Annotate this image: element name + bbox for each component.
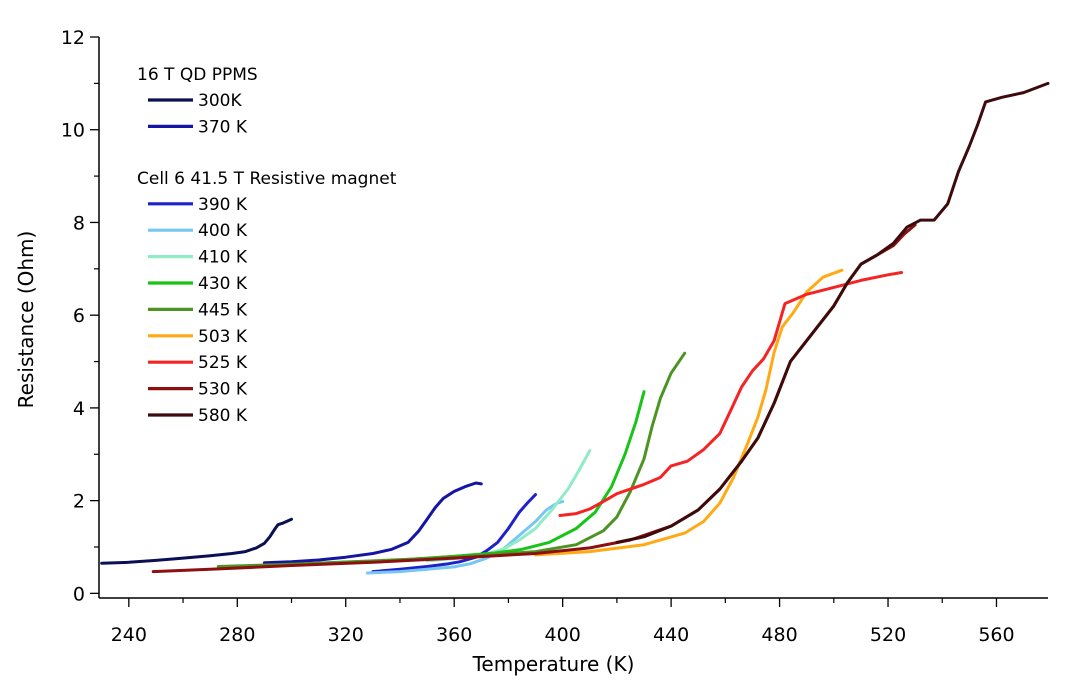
legend-label: 503 K [198, 327, 248, 347]
y-tick-label: 0 [73, 583, 85, 605]
y-tick-label: 4 [73, 398, 85, 420]
legend-label: 300K [198, 91, 242, 111]
legend-label: 430 K [198, 274, 248, 294]
x-tick-label: 440 [653, 624, 689, 646]
legend: 16 T QD PPMS 300K 370 K Cell 6 41.5 T Resis… [137, 65, 397, 426]
x-tick-label: 360 [436, 624, 472, 646]
legend-label: 390 K [198, 195, 248, 215]
y-axis-title: Resistance (Ohm) [14, 231, 38, 409]
series-line-445k [216, 351, 687, 568]
x-tick-label: 560 [978, 624, 1014, 646]
legend-label: 580 K [198, 406, 248, 426]
series-line-370k [262, 481, 483, 565]
legend-label: 530 K [198, 380, 248, 400]
series-line-580k [615, 81, 1050, 544]
y-tick-label: 8 [73, 212, 85, 234]
x-ticks: 240 280 320 360 400 440 480 520 560 [111, 598, 1015, 646]
axes: 0 2 4 6 8 10 12 240 280 320 360 400 440 480 520 560 [61, 27, 1048, 646]
legend-group-title: Cell 6 41.5 T Resistive magnet [137, 169, 397, 189]
legend-label: 525 K [198, 353, 248, 373]
x-tick-label: 400 [545, 624, 581, 646]
y-tick-label: 10 [61, 120, 85, 142]
series-line-300k [100, 517, 293, 565]
legend-group-title: 16 T QD PPMS [137, 65, 258, 85]
x-tick-label: 520 [870, 624, 906, 646]
series-line-525k [558, 271, 904, 517]
y-ticks: 0 2 4 6 8 10 12 [61, 27, 99, 605]
x-tick-label: 320 [328, 624, 364, 646]
legend-label: 410 K [198, 248, 248, 268]
series-line-503k [534, 268, 844, 557]
legend-label: 445 K [198, 300, 248, 320]
y-tick-label: 2 [73, 491, 85, 513]
y-tick-label: 12 [61, 27, 85, 49]
x-tick-label: 480 [761, 624, 797, 646]
series-line-530k [151, 223, 917, 574]
series-layer [100, 81, 1050, 575]
x-tick-label: 280 [219, 624, 255, 646]
y-tick-label: 6 [73, 305, 85, 327]
legend-label: 370 K [198, 117, 248, 137]
legend-label: 400 K [198, 221, 248, 241]
x-axis-title: Temperature (K) [472, 652, 635, 676]
x-tick-label: 240 [111, 624, 147, 646]
